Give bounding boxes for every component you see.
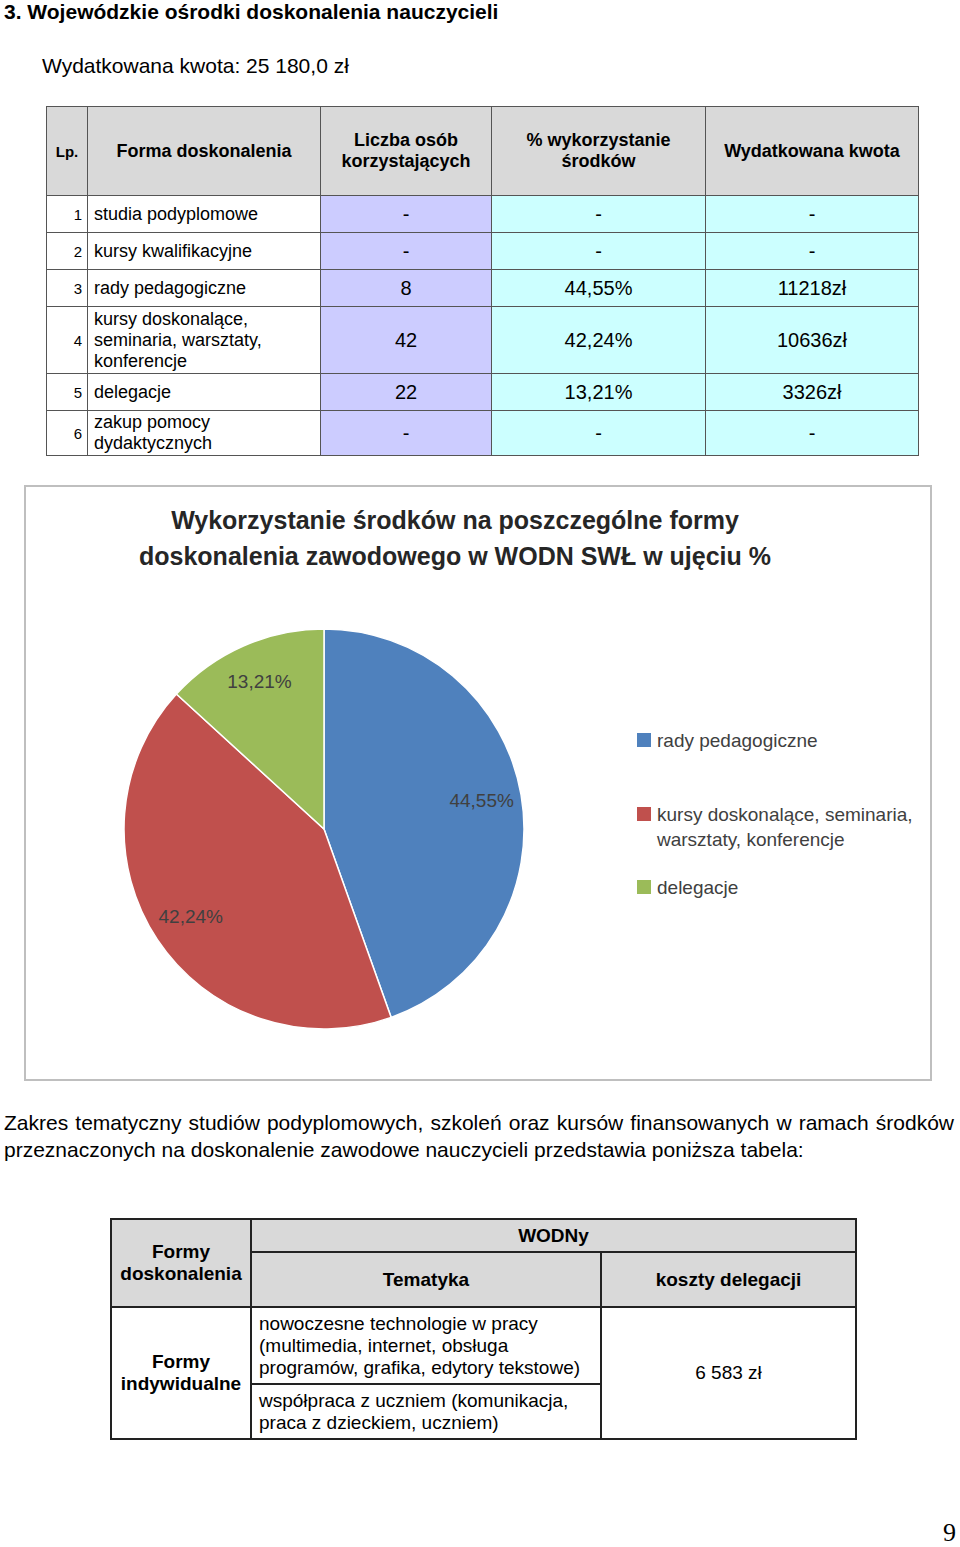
html-text:10636zł: 10636zł <box>777 328 847 351</box>
html-text:% wykorzystanie środków: % wykorzystanie środków <box>526 130 671 171</box>
html-text:Wydatkowana kwota: 25 180,0 zł: Wydatkowana kwota: 25 180,0 zł <box>42 54 349 77</box>
svg-text:44,55%: 44,55% <box>449 790 514 811</box>
html-text:nowoczesne technologie w pracy: nowoczesne technologie w pracy (multimed… <box>259 1312 580 1378</box>
html-text:Wykorzystanie środków na poszc: Wykorzystanie środków na poszczególne fo… <box>139 506 771 570</box>
html-text:kursy kwalifikacyjne: kursy kwalifikacyjne <box>94 240 252 261</box>
html-text:Formy indywidualne: Formy indywidualne <box>120 1351 242 1394</box>
html-text:rady pedagogiczne: rady pedagogiczne <box>657 730 818 751</box>
html-text:koszty delegacji: koszty delegacji <box>655 1268 802 1290</box>
html-text:rady pedagogiczne: rady pedagogiczne <box>94 277 247 298</box>
html-text:Liczba osób korzystających: Liczba osób korzystających <box>341 130 471 171</box>
html-text:1: 1 <box>73 205 82 223</box>
html-text:42,24%: 42,24% <box>564 328 633 351</box>
html-text:zakup pomocy dydaktycznych: zakup pomocy dydaktycznych <box>94 412 213 453</box>
html-text:42: 42 <box>394 328 418 351</box>
html-text:kursy doskonalące, seminaria,: kursy doskonalące, seminaria, warsztaty,… <box>657 804 913 850</box>
html-text:Zakres tematyczny studiów pody: Zakres tematyczny studiów podyplomowych,… <box>4 1111 954 1161</box>
html-text:Forma doskonalenia: Forma doskonalenia <box>116 140 292 161</box>
html-text:13,21%: 13,21% <box>564 380 633 403</box>
html-text:9: 9 <box>943 1518 956 1547</box>
html-text:Formy doskonalenia: Formy doskonalenia <box>120 1241 242 1284</box>
html-text:44,55%: 44,55% <box>564 276 633 299</box>
html-text:współpraca z uczniem (komunika: współpraca z uczniem (komunikacja, praca… <box>259 1389 569 1433</box>
html-text:studia podyplomowe: studia podyplomowe <box>94 203 259 224</box>
html-text:3326zł: 3326zł <box>782 380 842 403</box>
html-text:11218zł: 11218zł <box>777 276 847 299</box>
html-text:6 583 zł: 6 583 zł <box>695 1362 762 1383</box>
html-text:delegacje: delegacje <box>94 381 172 402</box>
html-text:2: 2 <box>73 242 82 260</box>
svg-text:42,24%: 42,24% <box>158 906 223 927</box>
html-text:8: 8 <box>400 276 412 299</box>
html-text:Lp.: Lp. <box>55 142 79 160</box>
html-text:5: 5 <box>73 383 82 401</box>
html-text:delegacje: delegacje <box>657 877 739 898</box>
html-text:Wydatkowana kwota: Wydatkowana kwota <box>724 140 900 161</box>
svg-text:13,21%: 13,21% <box>227 671 292 692</box>
html-text:WODNy: WODNy <box>518 1224 589 1246</box>
html-text:Tematyka: Tematyka <box>382 1268 470 1290</box>
html-text:22: 22 <box>394 380 418 403</box>
html-text:3: 3 <box>73 279 82 297</box>
html-text:kursy doskonalące, seminaria,: kursy doskonalące, seminaria, warsztaty,… <box>94 308 262 371</box>
html-text:3. Wojewódzkie ośrodki doskona: 3. Wojewódzkie ośrodki doskonalenia nauc… <box>4 0 499 23</box>
html-text:6: 6 <box>73 424 82 442</box>
html-text:4: 4 <box>73 331 82 349</box>
